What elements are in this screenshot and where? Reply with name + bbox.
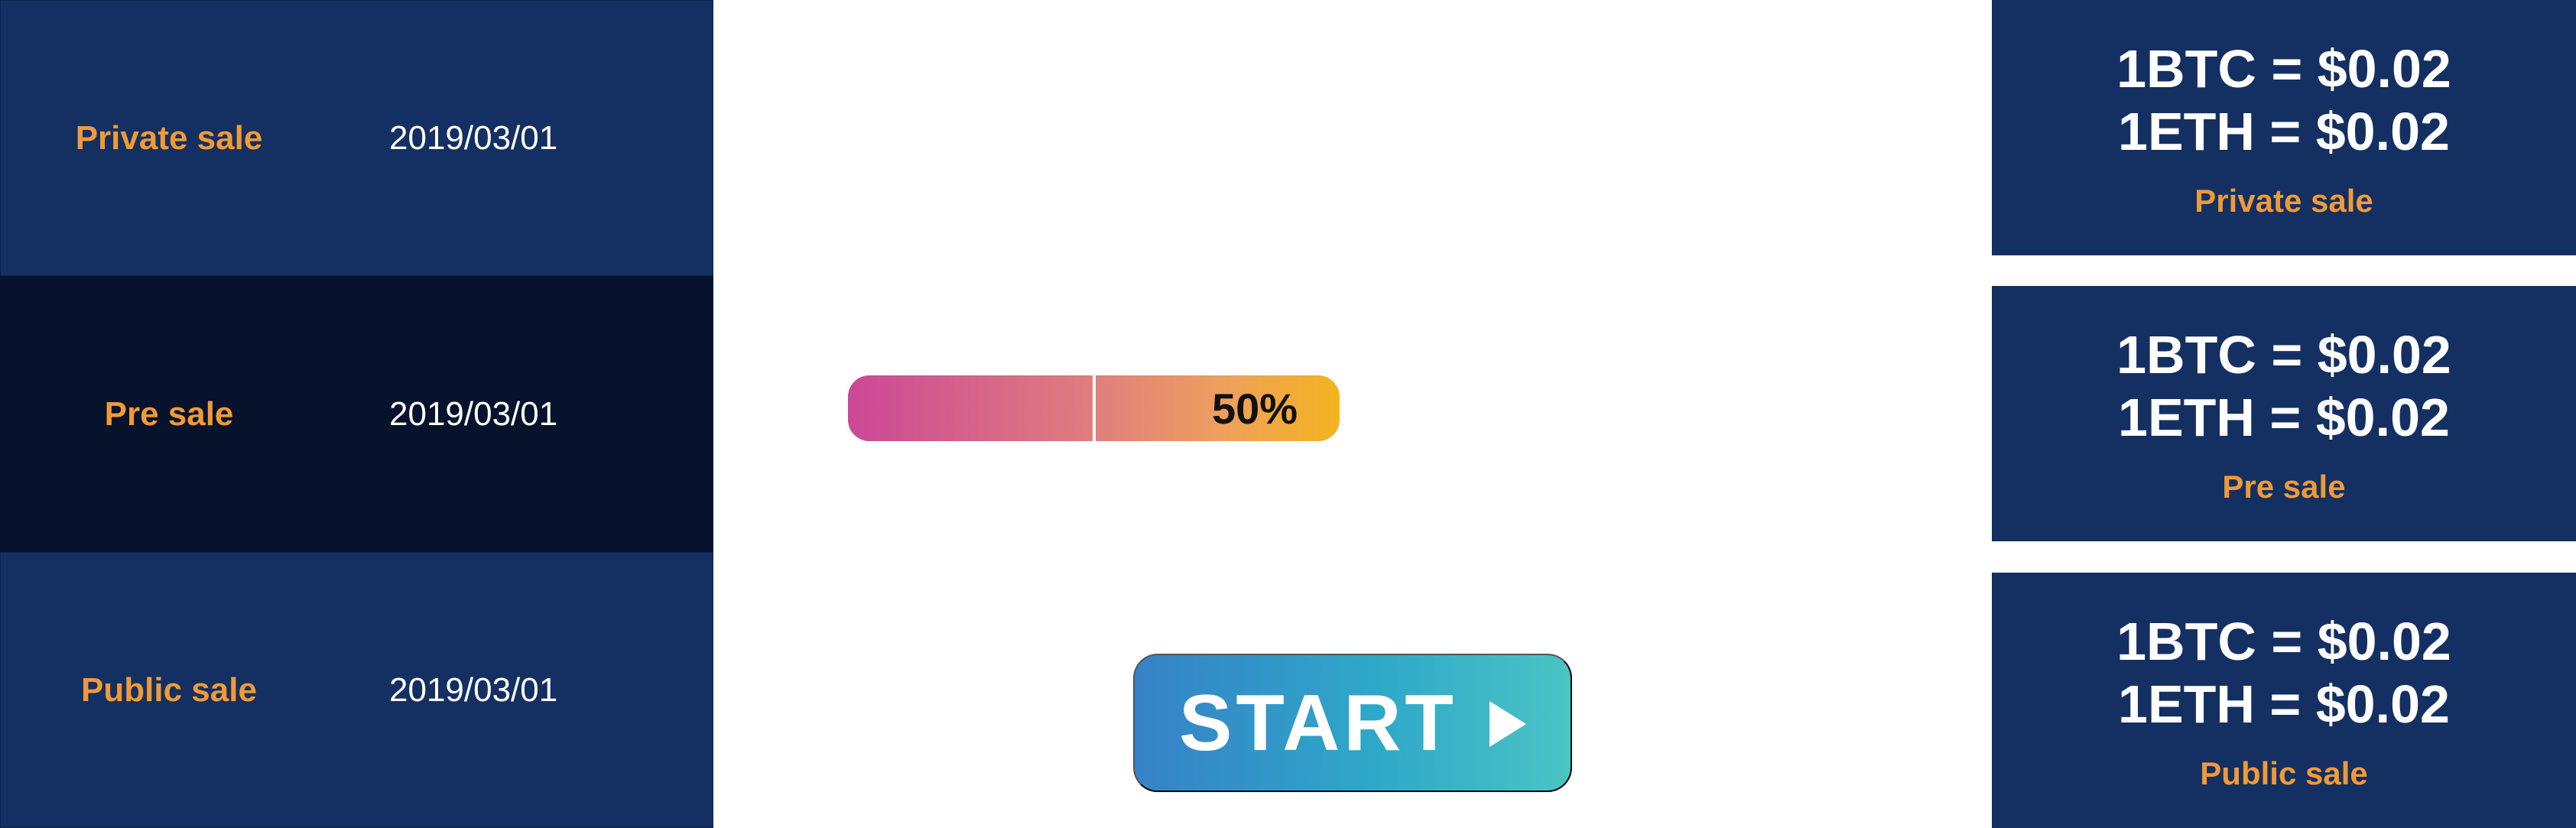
schedule-label: Private sale bbox=[75, 119, 263, 157]
progress-divider bbox=[1092, 375, 1096, 441]
sale-progress-bar: 50% bbox=[848, 375, 1340, 441]
schedule-row-public-sale[interactable]: Public sale 2019/03/01 bbox=[0, 552, 713, 828]
rate-card-public-sale: 1BTC = $0.02 1ETH = $0.02 Public sale bbox=[1992, 573, 2576, 828]
rate-card-private-sale: 1BTC = $0.02 1ETH = $0.02 Private sale bbox=[1992, 0, 2576, 255]
schedule-label: Public sale bbox=[81, 671, 257, 709]
start-button[interactable]: START bbox=[1133, 654, 1572, 792]
progress-percentage: 50% bbox=[1211, 384, 1298, 433]
schedule-label: Pre sale bbox=[104, 395, 234, 433]
schedule-row-pre-sale[interactable]: Pre sale 2019/03/01 bbox=[0, 276, 713, 552]
sale-schedule: Private sale 2019/03/01 Pre sale 2019/03… bbox=[0, 0, 713, 828]
btc-rate: 1BTC = $0.02 bbox=[2116, 325, 2451, 385]
btc-rate: 1BTC = $0.02 bbox=[2116, 39, 2451, 99]
rate-phase-label: Pre sale bbox=[2222, 469, 2346, 505]
play-icon bbox=[1489, 700, 1526, 747]
exchange-rate-cards: 1BTC = $0.02 1ETH = $0.02 Private sale 1… bbox=[1992, 0, 2576, 828]
rate-card-pre-sale: 1BTC = $0.02 1ETH = $0.02 Pre sale bbox=[1992, 286, 2576, 541]
eth-rate: 1ETH = $0.02 bbox=[2118, 102, 2450, 161]
eth-rate: 1ETH = $0.02 bbox=[2118, 388, 2450, 447]
schedule-date: 2019/03/01 bbox=[389, 671, 558, 709]
rate-phase-label: Public sale bbox=[2200, 755, 2368, 791]
schedule-row-private-sale[interactable]: Private sale 2019/03/01 bbox=[0, 0, 713, 276]
start-button-label: START bbox=[1179, 678, 1457, 768]
btc-rate: 1BTC = $0.02 bbox=[2116, 612, 2451, 671]
schedule-date: 2019/03/01 bbox=[389, 119, 558, 157]
schedule-date: 2019/03/01 bbox=[389, 395, 558, 433]
rate-phase-label: Private sale bbox=[2194, 183, 2373, 219]
eth-rate: 1ETH = $0.02 bbox=[2118, 674, 2450, 734]
